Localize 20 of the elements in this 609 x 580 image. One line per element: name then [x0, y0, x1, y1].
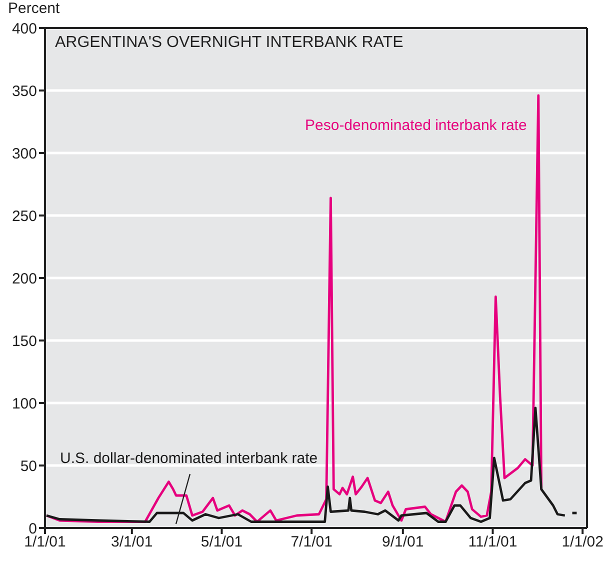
y-tick-label: 400: [12, 20, 37, 38]
y-tick-label: 250: [12, 208, 37, 225]
series-label: U.S. dollar-denominated interbank rate: [60, 450, 318, 467]
series-label: Peso-denominated interbank rate: [305, 117, 527, 134]
y-tick-label: 200: [12, 270, 37, 288]
y-tick-label: 100: [12, 395, 37, 412]
chart-title: ARGENTINA'S OVERNIGHT INTERBANK RATE: [55, 34, 404, 52]
y-tick-label: 300: [12, 145, 37, 162]
x-tick-label: 1/1/02: [562, 534, 604, 551]
y-axis-title: Percent: [8, 0, 60, 17]
x-tick-label: 9/1/01: [382, 534, 424, 551]
x-tick-label: 11/1/01: [468, 534, 518, 551]
x-tick-label: 5/1/01: [200, 534, 243, 551]
y-tick-label: 50: [20, 458, 37, 475]
x-tick-label: 3/1/01: [111, 534, 153, 551]
y-tick-label: 350: [12, 82, 37, 100]
x-tick-label: 1/1/01: [24, 534, 66, 551]
y-tick-label: 150: [12, 332, 37, 350]
line-series: [45, 94, 543, 523]
x-tick-label: 7/1/01: [290, 534, 332, 551]
